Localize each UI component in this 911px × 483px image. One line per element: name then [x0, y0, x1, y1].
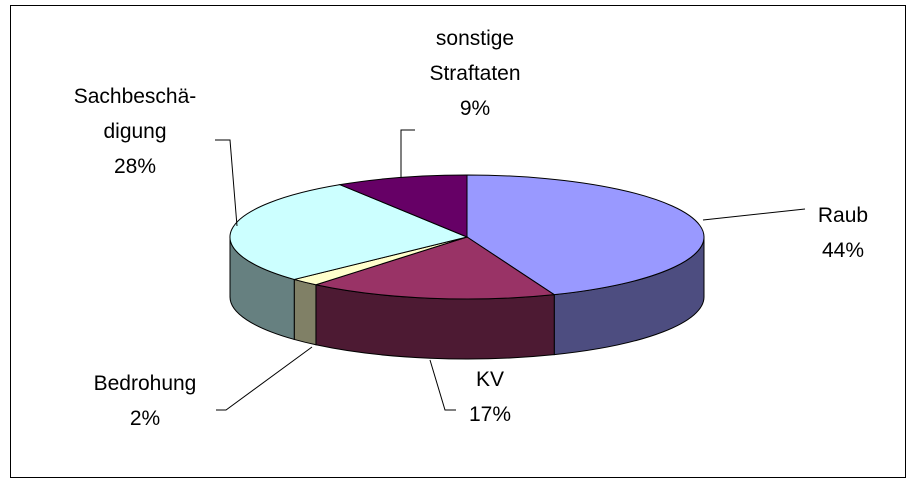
slice-label: KV — [476, 368, 504, 391]
leader-line — [429, 359, 456, 411]
slice — [466, 174, 705, 296]
leader-line — [702, 208, 806, 221]
slice-value-label: 44% — [822, 239, 864, 262]
slice-value-label: 2% — [130, 407, 160, 430]
slice-label: Raub — [818, 204, 868, 227]
leader-line — [216, 346, 313, 411]
slice-value-label: 28% — [114, 155, 156, 178]
slice-label: Bedrohung — [94, 372, 197, 395]
leader-line — [400, 129, 415, 178]
slice — [229, 184, 469, 280]
slice-side — [293, 278, 317, 346]
slice — [313, 236, 556, 300]
slice-value-label: 9% — [460, 97, 490, 120]
slice-label: Sachbeschä-digung — [74, 85, 197, 143]
leader-line — [215, 139, 238, 227]
slice-label: sonstige Straftaten — [429, 27, 520, 85]
slice-value-label: 17% — [469, 403, 511, 426]
